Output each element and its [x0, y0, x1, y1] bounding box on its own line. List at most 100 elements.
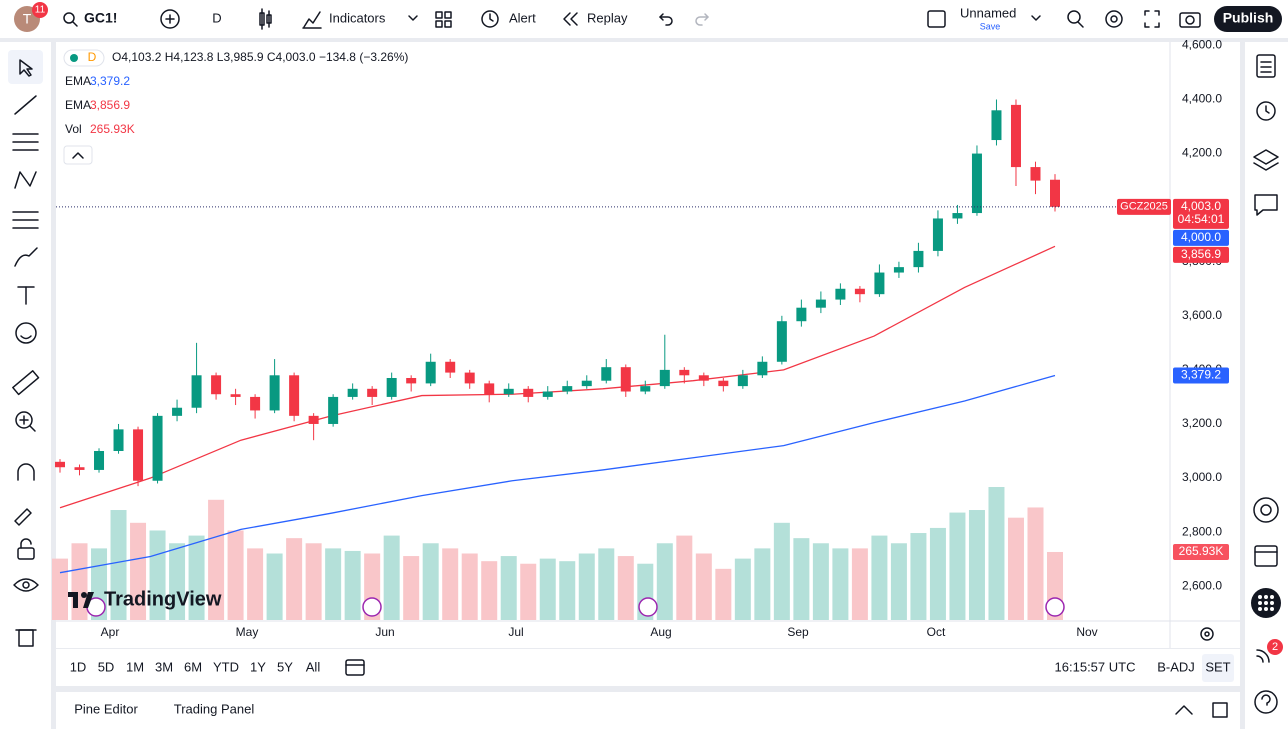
volume-bar [305, 543, 322, 620]
trendline-tool[interactable] [14, 95, 37, 115]
candle-body [406, 377, 417, 384]
range-button[interactable]: All [306, 659, 321, 674]
range-button[interactable]: 6M [184, 659, 202, 674]
volume-bar [734, 558, 751, 620]
interval[interactable]: D [212, 10, 221, 25]
candle-body [737, 375, 748, 387]
goto-date-icon[interactable] [345, 659, 365, 676]
range-button[interactable]: YTD [213, 659, 239, 674]
chat-icon[interactable] [1254, 194, 1278, 216]
expand-panel[interactable] [1175, 705, 1193, 715]
trading-panel-tab[interactable]: Trading Panel [174, 701, 255, 716]
event-marker[interactable] [1045, 597, 1065, 617]
zoom-tool[interactable] [15, 411, 36, 432]
adjustment[interactable]: B-ADJ [1157, 659, 1195, 674]
volume-bar [539, 558, 556, 620]
y-tick-label: 4,400.0 [1182, 92, 1222, 106]
help-icon[interactable] [1254, 690, 1278, 714]
y-tick-label: 2,600.0 [1182, 578, 1222, 592]
volume-bar [812, 543, 829, 620]
candle-body [172, 407, 183, 416]
candle-body [211, 375, 222, 395]
close-value: 4,003.0 [276, 50, 316, 64]
pine-editor-tab[interactable]: Pine Editor [74, 701, 138, 716]
publish-button[interactable] [1214, 6, 1282, 32]
feed-badge [1267, 639, 1283, 655]
range-button[interactable]: 1D [70, 659, 87, 674]
fib-tool[interactable] [12, 133, 39, 151]
open-prefix: O [112, 50, 121, 64]
indicator-value: 265.93K [90, 122, 135, 136]
alert-icon[interactable] [481, 10, 499, 28]
replay-button[interactable]: Replay [587, 10, 628, 25]
calendar-icon[interactable] [1254, 545, 1278, 567]
forecast-tool[interactable] [12, 211, 39, 229]
lock-drawings-tool[interactable] [14, 508, 32, 526]
volume-bar [422, 543, 439, 620]
settings-icon[interactable] [1105, 10, 1123, 28]
symbol[interactable]: GC1! [84, 10, 117, 26]
ideas-icon[interactable] [1253, 497, 1279, 523]
pattern-tool[interactable] [14, 171, 37, 189]
volume-bar [773, 522, 790, 620]
ruler-bg [11, 369, 41, 396]
redo-icon[interactable] [695, 13, 709, 26]
cursor-tool[interactable] [19, 59, 33, 77]
replay-icon[interactable] [563, 12, 578, 26]
range-buttons: 1D 5D 1M 3M 6M YTD 1Y 5Y All [70, 659, 321, 674]
range-button[interactable]: 5Y [277, 659, 293, 674]
layout-name[interactable]: Unnamed [960, 5, 1016, 20]
range-button[interactable]: 3M [155, 659, 173, 674]
session[interactable]: SET [1205, 659, 1230, 674]
ruler-tool[interactable] [12, 370, 40, 396]
add-symbol-icon[interactable] [160, 9, 180, 29]
event-marker[interactable] [362, 597, 382, 617]
text-tool[interactable] [17, 286, 35, 305]
layout-icon[interactable] [927, 10, 946, 28]
watchlist-icon[interactable] [1256, 54, 1276, 78]
undo-icon[interactable] [659, 13, 673, 26]
clock[interactable]: 16:15:57 UTC [1055, 659, 1136, 674]
data-window-icon[interactable] [1253, 149, 1279, 171]
candle-body [464, 372, 475, 384]
alerts-icon[interactable] [1256, 101, 1276, 121]
lock-tool[interactable] [17, 538, 35, 560]
volume-bar [110, 510, 127, 620]
layout-chevron[interactable] [1031, 15, 1041, 21]
axis-settings-icon[interactable] [1200, 627, 1214, 641]
range-button[interactable]: 1M [126, 659, 144, 674]
visibility-tool[interactable] [13, 578, 39, 592]
delete-tool[interactable] [15, 629, 37, 647]
feed-icon[interactable] [1256, 649, 1270, 663]
magnet-tool[interactable] [17, 463, 35, 481]
chart-type-icon[interactable] [259, 8, 272, 30]
emoji-tool[interactable] [15, 322, 37, 344]
snapshot-icon[interactable] [1179, 12, 1201, 28]
quick-search-icon[interactable] [1067, 10, 1084, 28]
range-button[interactable]: 5D [98, 659, 115, 674]
indicators-chevron[interactable] [408, 15, 418, 21]
y-tick-label: 3,200.0 [1182, 416, 1222, 430]
volume-bar [598, 548, 615, 620]
open-value: 4,103.2 [121, 50, 161, 64]
event-marker[interactable] [638, 597, 658, 617]
candle-body [445, 361, 456, 373]
collapse-legend-button[interactable] [63, 145, 93, 165]
fullscreen-icon[interactable] [1144, 10, 1160, 28]
save-label[interactable]: Save [980, 21, 1001, 31]
volume-bar [169, 543, 186, 620]
volume-bar [910, 533, 927, 620]
volume-bar [851, 548, 868, 620]
indicators-button[interactable]: Indicators [329, 10, 386, 25]
x-tick-label: Aug [650, 625, 671, 639]
brush-tool[interactable] [14, 247, 38, 267]
indicators-icon[interactable] [302, 11, 322, 29]
volume-bar [754, 548, 771, 620]
maximize-panel[interactable] [1212, 702, 1228, 718]
alert-button[interactable]: Alert [509, 10, 536, 25]
range-button[interactable]: 1Y [250, 659, 266, 674]
volume-bar [344, 550, 361, 620]
volume-tag-label: 265.93K [1179, 544, 1224, 558]
search-icon[interactable] [63, 12, 78, 27]
templates-icon[interactable] [435, 11, 452, 28]
